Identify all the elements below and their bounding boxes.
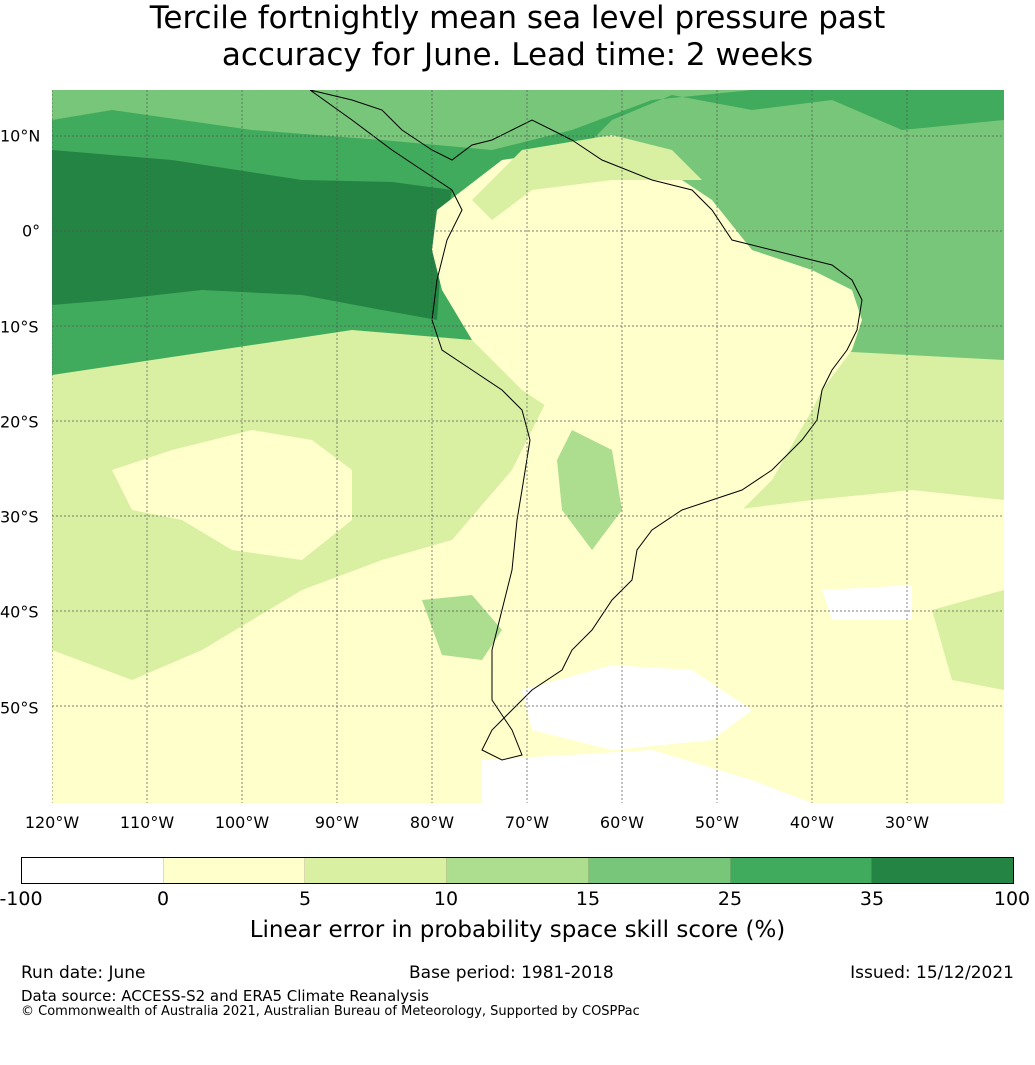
southeast-pacific-low-skill	[112, 430, 352, 560]
lat-tick-10n: 10°N	[0, 126, 41, 146]
colorbar-segment-15-25	[588, 858, 731, 883]
colorbar-segment-25-35	[730, 858, 873, 883]
title-line-1: Tercile fortnightly mean sea level press…	[149, 0, 886, 36]
data-source: Data source: ACCESS-S2 and ERA5 Climate …	[21, 987, 429, 1005]
lon-tick-40w: 40°W	[789, 813, 835, 832]
patagonia-negative-skill	[522, 665, 752, 750]
lon-tick-90w: 90°W	[314, 813, 360, 832]
lat-tick-0: 0°	[22, 221, 41, 241]
issued-date: Issued: 15/12/2021	[850, 963, 1014, 983]
northern-continent-moderate	[472, 135, 702, 220]
colorbar-tick-5: 5	[298, 888, 312, 910]
lon-tick-110w: 110°W	[119, 813, 175, 832]
map-title: Tercile fortnightly mean sea level press…	[0, 0, 1035, 74]
colorbar-tick-0: 0	[156, 888, 170, 910]
graticule	[52, 90, 1004, 803]
lon-tick-80w: 80°W	[409, 813, 455, 832]
colorbar-segment-10-15	[447, 858, 589, 883]
run-date: Run date: June	[21, 963, 146, 983]
lat-tick-50s: 50°S	[0, 698, 39, 718]
colorbar-tick-35: 35	[859, 888, 885, 910]
coastline	[309, 90, 863, 761]
colorbar-tick-10: 10	[433, 888, 459, 910]
colorbar-segment-5-10	[305, 858, 448, 883]
colorbar-tick-neg100: -100	[0, 888, 43, 910]
lon-tick-50w: 50°W	[694, 813, 740, 832]
colorbar-segment-35-100	[872, 858, 1014, 883]
lon-tick-30w: 30°W	[884, 813, 930, 832]
lat-tick-30s: 30°S	[0, 507, 39, 527]
colorbar-label: Linear error in probability space skill …	[249, 917, 786, 943]
south-america-low-skill-interior	[432, 150, 862, 560]
skill-score-map	[52, 90, 1004, 803]
south-atlantic-negative-patch	[822, 585, 912, 620]
far-south-atlantic-moderate	[932, 590, 1004, 690]
drake-passage-negative-skill	[482, 750, 812, 803]
colorbar	[21, 857, 1014, 884]
southern-low-skill-region	[52, 390, 1004, 803]
colorbar-tick-25: 25	[717, 888, 743, 910]
equatorial-high-skill-region	[52, 90, 1004, 375]
paraguay-moderate-skill	[557, 430, 622, 550]
lon-tick-100w: 100°W	[214, 813, 270, 832]
lat-tick-10s: 10°S	[0, 317, 39, 337]
lon-tick-70w: 70°W	[504, 813, 550, 832]
colorbar-segment-neg100-0	[22, 858, 164, 883]
title-line-2: accuracy for June. Lead time: 2 weeks	[221, 37, 814, 73]
colorbar-tick-100: 100	[993, 888, 1031, 910]
lat-tick-20s: 20°S	[0, 412, 39, 432]
colorbar-tick-15: 15	[575, 888, 601, 910]
copyright: © Commonwealth of Australia 2021, Austra…	[21, 1004, 640, 1019]
equatorial-pacific-highest-skill	[52, 150, 452, 320]
map-canvas	[52, 90, 1004, 803]
base-period: Base period: 1981-2018	[409, 963, 614, 983]
lon-tick-120w: 120°W	[24, 813, 80, 832]
colorbar-segment-0-5	[163, 858, 306, 883]
lon-tick-60w: 60°W	[599, 813, 645, 832]
lat-tick-40s: 40°S	[0, 602, 39, 622]
